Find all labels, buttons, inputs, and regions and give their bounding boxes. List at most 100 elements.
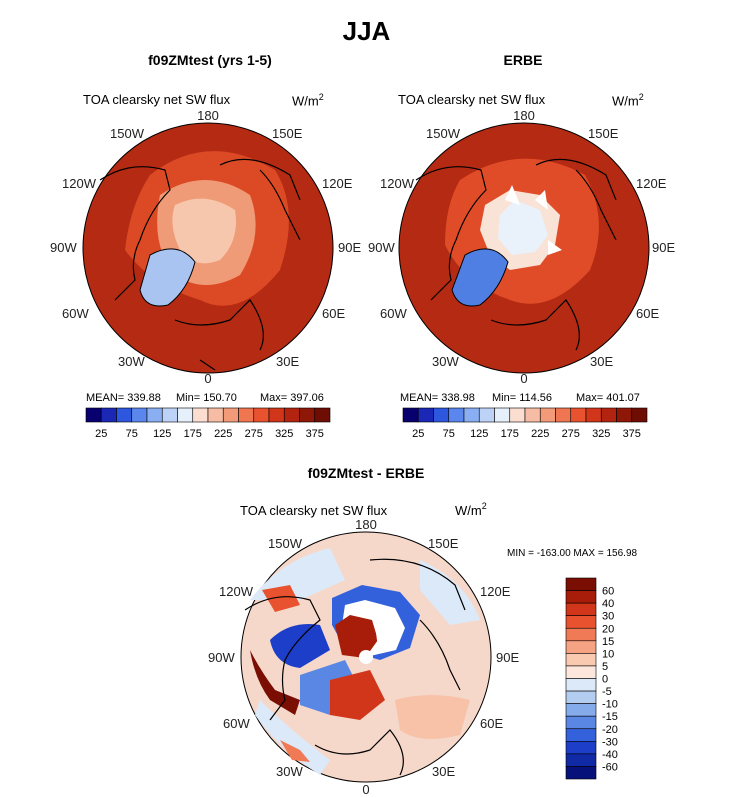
colorbar-swatch bbox=[131, 407, 148, 423]
colorbar-swatch bbox=[565, 665, 597, 679]
colorbar-swatch bbox=[524, 407, 541, 423]
lon-label: 120W bbox=[380, 176, 415, 191]
lon-label: 60E bbox=[322, 306, 345, 321]
colorbar-tick-label: 25 bbox=[95, 428, 107, 440]
colorbar-tick-label: 20 bbox=[602, 623, 614, 635]
lon-label: 30E bbox=[590, 354, 613, 369]
lon-label: 60W bbox=[62, 306, 89, 321]
colorbar-swatch bbox=[565, 615, 597, 629]
diff-title: f09ZMtest - ERBE bbox=[308, 465, 425, 481]
lon-label: 60E bbox=[480, 716, 503, 731]
lon-label: 0 bbox=[520, 371, 527, 386]
colorbar-tick-label: -15 bbox=[602, 711, 618, 723]
colorbar-tick-label: 30 bbox=[602, 611, 614, 623]
colorbar-tick-label: 10 bbox=[602, 648, 614, 660]
lon-label: 120E bbox=[480, 584, 511, 599]
colorbar-tick-label: -30 bbox=[602, 736, 618, 748]
colorbar-swatch bbox=[253, 407, 270, 423]
panel-1-lon-labels: 180 0 150W 120W 90W 60W 30W 150E 120E 90… bbox=[50, 108, 361, 386]
colorbar-swatch bbox=[539, 407, 556, 423]
panel-1-map bbox=[82, 122, 334, 374]
colorbar-tick-label: 25 bbox=[412, 428, 424, 440]
colorbar-tick-label: 60 bbox=[602, 586, 614, 598]
colorbar-swatch bbox=[570, 407, 587, 423]
lon-label: 180 bbox=[513, 108, 535, 123]
lon-label: 90E bbox=[652, 240, 675, 255]
lon-label: 120E bbox=[322, 176, 353, 191]
colorbar-swatch bbox=[192, 407, 209, 423]
lon-label: 60W bbox=[223, 716, 250, 731]
colorbar-swatch bbox=[631, 407, 648, 423]
diff-colorbar bbox=[565, 577, 597, 780]
lon-label: 120W bbox=[62, 176, 97, 191]
panel-2-variable: TOA clearsky net SW flux bbox=[398, 92, 546, 107]
panel-2-lon-labels: 180 0 150W 120W 90W 60W 30W 150E 120E 90… bbox=[368, 108, 675, 386]
colorbar-tick-label: 325 bbox=[275, 428, 293, 440]
diff-map bbox=[240, 531, 492, 783]
colorbar-swatch bbox=[565, 715, 597, 730]
lon-label: 30W bbox=[432, 354, 459, 369]
lon-label: 150W bbox=[426, 126, 461, 141]
diff-variable: TOA clearsky net SW flux bbox=[240, 503, 388, 518]
colorbar-swatch bbox=[600, 407, 617, 423]
lon-label: 90E bbox=[338, 240, 361, 255]
colorbar-swatch bbox=[509, 407, 526, 423]
lon-label: 90E bbox=[496, 650, 519, 665]
colorbar-swatch bbox=[585, 407, 602, 423]
panel-1-colorbar bbox=[85, 407, 331, 423]
mean-value: MEAN= 338.98 bbox=[400, 392, 475, 404]
colorbar-tick-label: 75 bbox=[126, 428, 138, 440]
lon-label: 30W bbox=[118, 354, 145, 369]
colorbar-swatch bbox=[565, 703, 597, 717]
mean-value: MEAN= 339.88 bbox=[86, 392, 161, 404]
colorbar-tick-label: -40 bbox=[602, 749, 618, 761]
lon-label: 60W bbox=[380, 306, 407, 321]
lon-label: 60E bbox=[636, 306, 659, 321]
colorbar-swatch bbox=[268, 407, 285, 423]
panel-1-title: f09ZMtest (yrs 1-5) bbox=[148, 52, 272, 68]
colorbar-swatch bbox=[314, 407, 331, 423]
panel-1-stats: MEAN= 339.88 Min= 150.70 Max= 397.06 bbox=[86, 392, 324, 404]
lon-label: 150E bbox=[588, 126, 619, 141]
lon-label: 30E bbox=[432, 764, 455, 779]
lon-label: 90W bbox=[50, 240, 77, 255]
max-value: Max= 397.06 bbox=[260, 392, 324, 404]
colorbar-tick-label: 225 bbox=[531, 428, 549, 440]
colorbar-swatch bbox=[565, 640, 597, 654]
colorbar-tick-label: 175 bbox=[184, 428, 202, 440]
colorbar-tick-label: -20 bbox=[602, 724, 618, 736]
colorbar-swatch bbox=[565, 602, 597, 616]
min-value: Min= 114.56 bbox=[492, 392, 552, 404]
colorbar-swatch bbox=[565, 766, 597, 780]
panel-2-colorbar-labels: 25 75 125 175 225 275 325 375 bbox=[412, 428, 641, 440]
colorbar-swatch bbox=[177, 407, 194, 423]
lon-label: 30E bbox=[276, 354, 299, 369]
colorbar-tick-label: 125 bbox=[153, 428, 171, 440]
lon-label: 120W bbox=[219, 584, 254, 599]
lon-label: 150E bbox=[272, 126, 303, 141]
lon-label: 180 bbox=[197, 108, 219, 123]
panel-1-colorbar-labels: 25 75 125 175 225 275 325 375 bbox=[95, 428, 324, 440]
colorbar-tick-label: 225 bbox=[214, 428, 232, 440]
colorbar-swatch bbox=[555, 407, 572, 423]
lon-label: 0 bbox=[204, 371, 211, 386]
colorbar-swatch bbox=[448, 407, 465, 423]
colorbar-swatch bbox=[116, 407, 133, 423]
colorbar-swatch bbox=[417, 407, 434, 423]
colorbar-swatch bbox=[433, 407, 450, 423]
colorbar-tick-label: -60 bbox=[602, 761, 618, 773]
colorbar-tick-label: 5 bbox=[602, 661, 608, 673]
colorbar-tick-label: 275 bbox=[245, 428, 263, 440]
colorbar-swatch bbox=[222, 407, 239, 423]
colorbar-swatch bbox=[146, 407, 163, 423]
colorbar-swatch bbox=[565, 577, 597, 591]
min-value: Min= 150.70 bbox=[176, 392, 237, 404]
lon-label: 90W bbox=[208, 650, 235, 665]
colorbar-tick-label: 0 bbox=[602, 674, 608, 686]
colorbar-swatch bbox=[565, 678, 597, 692]
panel-2-units: W/m2 bbox=[612, 92, 644, 109]
colorbar-tick-label: -5 bbox=[602, 686, 612, 698]
colorbar-swatch bbox=[207, 407, 224, 423]
